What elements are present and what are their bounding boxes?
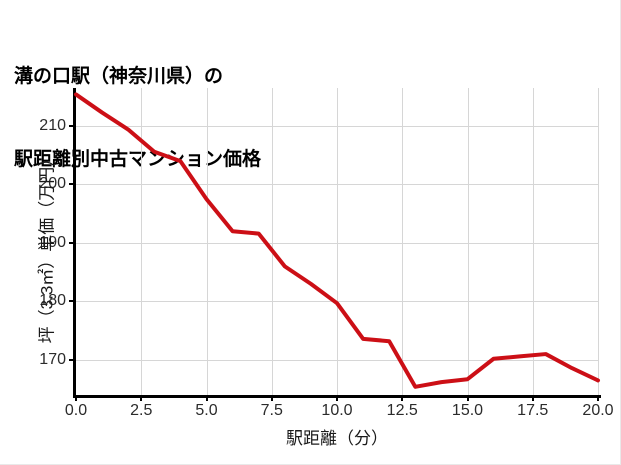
x-axis-tick-label: 0.0 bbox=[64, 402, 88, 419]
x-axis-tick-label: 5.0 bbox=[195, 402, 218, 419]
x-axis-tick-label: 10.0 bbox=[321, 402, 353, 419]
x-axis-tick-mark bbox=[597, 396, 599, 401]
y-axis-tick-mark bbox=[69, 183, 74, 186]
x-axis-tick-label: 7.5 bbox=[260, 402, 283, 419]
x-axis-tick-mark bbox=[140, 396, 143, 401]
x-axis-tick-label: 17.5 bbox=[517, 402, 549, 419]
gridline-vertical bbox=[598, 88, 599, 395]
gridline-vertical bbox=[141, 88, 143, 395]
chart-title-line-1: 溝の口駅（神奈川県）の bbox=[14, 66, 224, 88]
y-axis-tick-mark bbox=[69, 125, 74, 127]
gridline-vertical bbox=[271, 88, 273, 395]
y-axis-tick-label: 190 bbox=[39, 233, 66, 251]
y-axis-tick-labels: 170 180 190 200 210 bbox=[18, 0, 66, 464]
x-axis-tick-label: 12.5 bbox=[386, 402, 418, 419]
gridline-vertical bbox=[206, 88, 208, 395]
y-axis-tick-mark bbox=[69, 358, 74, 361]
plot-area bbox=[76, 88, 599, 395]
x-axis-tick-label: 2.5 bbox=[130, 402, 153, 419]
x-axis-tick-label: 20.0 bbox=[582, 402, 614, 419]
x-axis-tick-mark bbox=[401, 396, 404, 401]
x-axis-tick-mark bbox=[336, 396, 338, 401]
y-axis-tick-mark bbox=[69, 241, 74, 244]
y-axis-tick-label: 200 bbox=[39, 175, 66, 193]
y-axis-title: 坪（3.3㎡）単価（万円） bbox=[37, 149, 57, 344]
y-axis-tick-label: 210 bbox=[39, 117, 66, 134]
gridline-vertical bbox=[402, 88, 404, 395]
x-axis-tick-mark bbox=[466, 396, 469, 401]
x-axis-title: 駅距離（分） bbox=[286, 429, 388, 448]
gridline-vertical bbox=[467, 88, 469, 395]
x-axis-tick-mark bbox=[270, 396, 273, 401]
y-axis-tick-mark bbox=[69, 300, 74, 303]
x-axis-tick-mark bbox=[531, 396, 534, 401]
y-axis-tick-label: 180 bbox=[39, 292, 66, 310]
gridline-vertical bbox=[337, 88, 338, 395]
gridline-vertical bbox=[532, 88, 534, 395]
x-axis-tick-label: 15.0 bbox=[451, 402, 484, 419]
y-axis-tick-label: 170 bbox=[39, 350, 66, 368]
x-axis-tick-mark bbox=[205, 396, 208, 401]
x-axis-tick-mark bbox=[75, 396, 77, 401]
